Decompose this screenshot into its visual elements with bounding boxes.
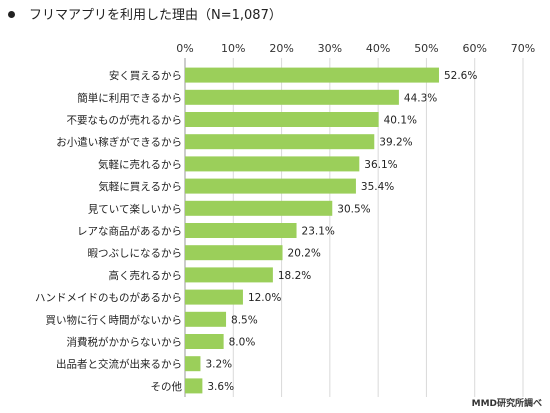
- bullet-icon: [8, 11, 15, 18]
- x-tick-label: 70%: [511, 42, 535, 55]
- category-label: 買い物に行く時間がないから: [46, 313, 183, 326]
- bar: [185, 378, 203, 394]
- x-tick-label: 60%: [462, 42, 486, 55]
- data-label: 23.1%: [302, 226, 335, 238]
- category-label: 安く買えるから: [109, 69, 182, 82]
- category-label: お小遣い稼ぎができるから: [56, 136, 182, 149]
- x-tick-label: 50%: [414, 42, 438, 55]
- data-label: 35.4%: [361, 181, 394, 193]
- data-label: 3.2%: [205, 359, 232, 371]
- bar: [185, 134, 375, 150]
- bar: [185, 67, 439, 83]
- data-label: 12.0%: [248, 292, 281, 304]
- category-label: ハンドメイドのものがあるから: [35, 291, 182, 304]
- category-label: 気軽に買えるから: [98, 180, 182, 193]
- category-label: その他: [151, 380, 183, 393]
- data-label: 30.5%: [337, 203, 370, 215]
- x-tick-label: 40%: [366, 42, 390, 55]
- x-tick-label: 20%: [269, 42, 293, 55]
- bar: [185, 267, 273, 283]
- x-tick-label: 0%: [176, 42, 193, 55]
- chart-title-text: フリマアプリを利用した理由（N=1,087）: [29, 8, 282, 23]
- bar: [185, 245, 283, 261]
- data-label: 52.6%: [444, 70, 477, 82]
- category-label: 出品者と交流が出来るから: [56, 358, 182, 371]
- category-label: 見ていて楽しいから: [88, 202, 182, 215]
- bar: [185, 112, 379, 127]
- chart-title: フリマアプリを利用した理由（N=1,087）: [8, 4, 282, 23]
- bar: [185, 311, 227, 327]
- data-label: 40.1%: [384, 115, 417, 127]
- bar: [185, 89, 399, 105]
- bar: [185, 156, 360, 172]
- bar: [185, 356, 201, 372]
- category-label: 消費税がかからないから: [67, 336, 183, 349]
- category-label: 簡単に利用できるから: [77, 91, 182, 104]
- data-label: 36.1%: [364, 159, 397, 171]
- data-label: 18.2%: [278, 270, 311, 282]
- x-tick-label: 30%: [318, 42, 342, 55]
- data-label: 8.5%: [231, 314, 258, 326]
- category-label: 不要なものが売れるから: [67, 114, 183, 127]
- x-tick-label: 10%: [221, 42, 245, 55]
- category-label: 高く売れるから: [109, 269, 183, 282]
- data-label: 20.2%: [288, 248, 321, 260]
- category-label: 気軽に売れるから: [98, 158, 182, 171]
- data-label: 39.2%: [379, 137, 412, 149]
- bar: [185, 334, 224, 349]
- bar: [185, 178, 356, 194]
- data-label: 8.0%: [229, 337, 256, 349]
- source-credit: MMD研究所調べ: [471, 399, 542, 409]
- category-label: レアな商品があるから: [77, 225, 182, 238]
- bar: [185, 289, 243, 305]
- data-label: 3.6%: [207, 381, 234, 393]
- data-label: 44.3%: [404, 92, 437, 104]
- category-label: 暇つぶしになるから: [88, 248, 183, 260]
- bar: [185, 200, 333, 216]
- bar: [185, 223, 297, 238]
